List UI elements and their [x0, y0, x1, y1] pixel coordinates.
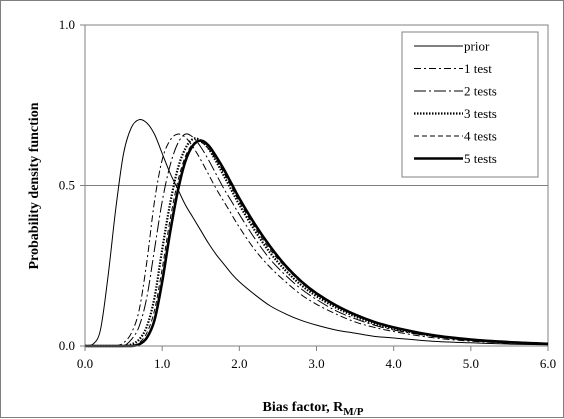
axes: 0.0 1.0 2.0 3.0 4.0 5.0 6.0 0.0 0.5 1.0 [59, 17, 556, 371]
legend-label-2: 2 tests [464, 84, 497, 99]
legend-label-5: 5 tests [464, 151, 497, 166]
y-axis-label: Probability density function [27, 102, 42, 269]
series-line-2 [84, 133, 549, 347]
x-axis-label: Bias factor, RM/P [263, 400, 364, 418]
legend-label-1: 1 test [464, 61, 492, 76]
series-line-1 [84, 133, 549, 347]
y-tick-label: 1.0 [59, 17, 75, 32]
y-tick-label: 0.5 [59, 178, 75, 193]
legend-label-3: 3 tests [464, 106, 497, 121]
x-tick-label: 1.0 [154, 356, 170, 371]
x-tick-label: 2.0 [231, 356, 247, 371]
x-tick-label: 5.0 [463, 356, 479, 371]
x-tick-label: 4.0 [386, 356, 402, 371]
series-line-0 [84, 119, 549, 347]
legend-label-4: 4 tests [464, 129, 497, 144]
legend-box [401, 31, 539, 178]
y-tick-label: 0.0 [59, 338, 75, 353]
x-tick-label: 3.0 [308, 356, 324, 371]
x-tick-label: 6.0 [540, 356, 556, 371]
x-axis-label-main: Bias factor, R [263, 400, 345, 415]
legend-label-0: prior [464, 39, 490, 54]
legend: prior 1 test 2 tests 3 tests 4 tests 5 tests [401, 31, 539, 178]
x-axis-label-subscript: M/P [343, 406, 363, 418]
x-tick-label: 0.0 [77, 356, 93, 371]
